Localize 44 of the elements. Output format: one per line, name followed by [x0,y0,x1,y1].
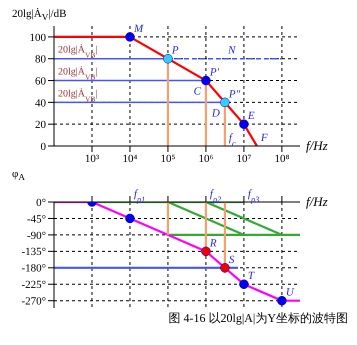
annotation: C [194,86,202,98]
series-label: 20lg|Ȧ$_{VB}$| [58,44,98,60]
annotation: P′ [208,66,220,79]
y-axis-title: 20lg|Ȧ$_{V}$|/dB [12,8,66,22]
y-tick-label: 0 [40,140,46,153]
annotation: E [246,110,255,122]
x-tick-label: 10⁶ [198,152,214,165]
y-tick-label: -270° [21,296,46,308]
annotation: f$_{p3}$ [248,188,260,204]
annotation: D [210,107,220,120]
annotation: f$_{p1}$ [134,188,146,204]
annotation: R [208,237,217,250]
series-label: 20lg|Ȧ$_{VB}$| [58,87,98,103]
y-tick-label: 20 [35,119,46,132]
annotation: T [248,270,255,282]
y-tick-label: -180° [21,262,46,275]
y-tick-label: -45° [26,213,46,226]
y-tick-label: -90° [26,230,46,242]
y-tick-label: 80 [35,54,46,66]
x-axis-title: f/Hz [306,194,328,209]
y-axis-title: φ$_{A}$ [12,168,25,182]
y-tick-label: -135° [21,246,46,258]
annotation: F [260,132,268,144]
annotation: N [227,44,236,57]
annotation: P [170,44,179,57]
x-tick-label: 10⁸ [274,152,290,165]
x-tick-label: 10⁴ [122,152,138,165]
x-tick-label: 10⁷ [236,152,252,165]
caption: 图 4-16 以20lg|A|为Y坐标的波特图 [168,310,348,327]
y-tick-label: 0° [36,196,46,209]
x-tick-label: 10³ [84,152,100,165]
y-tick-label: 100 [30,32,46,44]
annotation: f$_{c}$ [228,132,236,148]
x-tick-label: 10⁵ [160,152,176,165]
x-axis-title: f/Hz [306,138,328,153]
annotation: P″ [228,88,241,100]
annotation: U [286,286,295,299]
series-label: 20lg|Ȧ$_{VB}$| [58,66,98,82]
y-tick-label: 40 [35,97,46,110]
annotation: M [132,22,144,35]
annotation: f$_{p2}$ [210,188,222,204]
annotation: S [228,254,235,266]
y-tick-label: -225° [21,279,46,292]
y-tick-label: 60 [35,75,46,88]
